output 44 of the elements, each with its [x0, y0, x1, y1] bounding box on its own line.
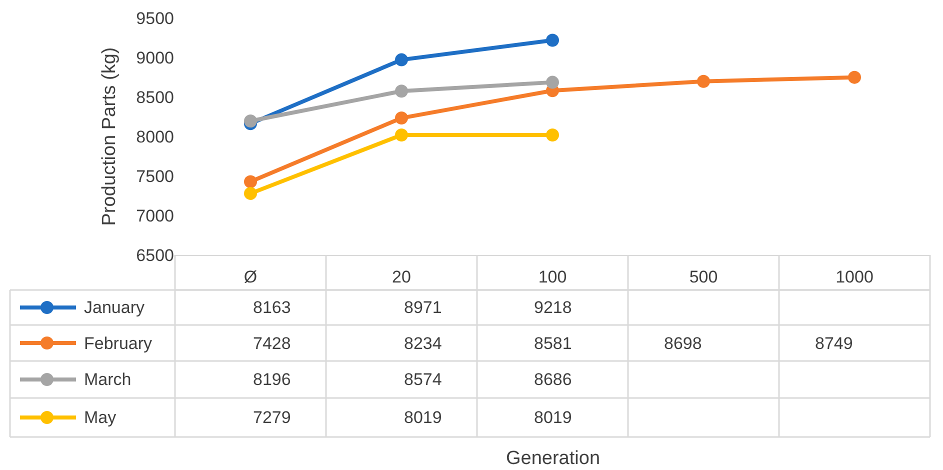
- x-tick-label: 100: [538, 267, 567, 286]
- data-label: 8163: [253, 298, 291, 317]
- data-label: 7279: [253, 408, 291, 427]
- data-label: 8698: [664, 334, 702, 353]
- data-label: 8574: [404, 370, 442, 389]
- y-tick-label: 9000: [136, 48, 174, 68]
- point: [697, 74, 710, 88]
- x-tick-label: Ø: [244, 267, 258, 286]
- point: [546, 128, 559, 142]
- data-label: 8196: [253, 370, 291, 389]
- data-label: 8019: [534, 408, 572, 427]
- data-label: 8686: [534, 370, 572, 389]
- point: [546, 34, 559, 47]
- data-label: 8581: [534, 334, 572, 353]
- point: [395, 53, 408, 66]
- point: [395, 128, 408, 142]
- data-label: 8234: [404, 334, 442, 353]
- y-tick-label: 8000: [136, 127, 174, 146]
- legend-label: January: [84, 298, 145, 317]
- x-tick-label: 1000: [836, 267, 874, 286]
- y-tick-label: 9500: [136, 8, 174, 28]
- point: [848, 70, 861, 84]
- text: Generation: [506, 448, 600, 469]
- data-label: 8971: [404, 298, 442, 317]
- point: [244, 114, 257, 128]
- y-tick-label: 7500: [136, 166, 174, 186]
- point: [244, 186, 257, 200]
- legend-label: February: [84, 334, 153, 353]
- data-label: 8749: [815, 334, 853, 353]
- data-label: 8019: [404, 408, 442, 427]
- y-axis-title: Production Parts (kg): [99, 47, 120, 226]
- data-label: 7428: [253, 334, 291, 353]
- point: [395, 112, 408, 125]
- legend-label: March: [84, 370, 132, 389]
- point: [244, 175, 257, 188]
- point: [546, 76, 559, 89]
- y-tick-label: 7000: [136, 206, 174, 226]
- data-label: 9218: [534, 298, 572, 317]
- point: [395, 84, 408, 98]
- x-tick-label: 500: [689, 267, 718, 286]
- y-tick-label: 6500: [136, 246, 174, 265]
- x-tick-label: 20: [392, 267, 411, 286]
- legend-label: May: [84, 408, 117, 427]
- y-tick-label: 8500: [136, 88, 174, 107]
